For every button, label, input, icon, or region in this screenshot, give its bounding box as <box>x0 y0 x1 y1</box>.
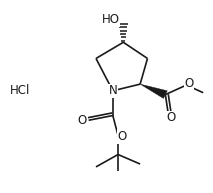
Text: HCl: HCl <box>10 84 30 97</box>
Polygon shape <box>140 84 167 98</box>
Text: O: O <box>167 112 176 124</box>
Text: N: N <box>108 84 117 97</box>
Text: O: O <box>184 77 194 90</box>
Text: HO: HO <box>102 13 120 26</box>
Text: O: O <box>117 130 127 143</box>
Text: O: O <box>78 114 87 127</box>
